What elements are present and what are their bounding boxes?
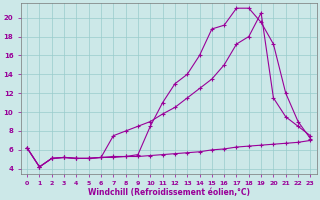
X-axis label: Windchill (Refroidissement éolien,°C): Windchill (Refroidissement éolien,°C) (88, 188, 250, 197)
